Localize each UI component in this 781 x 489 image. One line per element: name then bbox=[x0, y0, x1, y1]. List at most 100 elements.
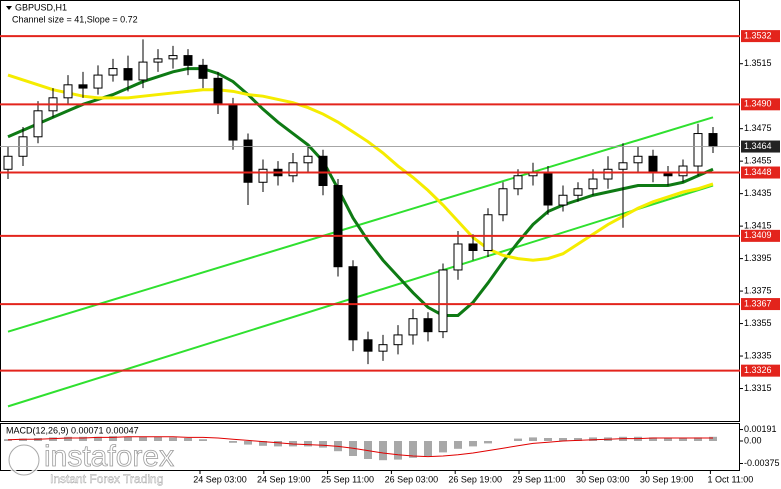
macd-bar bbox=[49, 437, 57, 441]
macd-bar bbox=[574, 438, 582, 441]
x-tick-label: 24 Sep 03:00 bbox=[193, 474, 247, 484]
logo-outline bbox=[8, 444, 40, 476]
moving-average bbox=[7, 67, 714, 317]
candle-body bbox=[63, 84, 73, 99]
macd-bar bbox=[304, 441, 312, 447]
level-tag bbox=[741, 298, 780, 311]
candle-body bbox=[693, 133, 703, 167]
candle-body bbox=[648, 155, 658, 174]
x-tick-label: 30 Sep 19:00 bbox=[640, 474, 694, 484]
macd-bar bbox=[109, 436, 117, 441]
macd-panel bbox=[0, 423, 740, 471]
y-tick-label: 1.3475 bbox=[744, 123, 772, 133]
macd-bar bbox=[139, 436, 147, 441]
candle-body bbox=[438, 269, 448, 333]
macd-bar bbox=[439, 441, 447, 453]
chart-subtitle: Channel size = 41,Slope = 0.72 bbox=[12, 14, 138, 24]
main-panel bbox=[0, 0, 740, 422]
watermark: instaforex Instant Forex Trading bbox=[7, 440, 174, 486]
candle-body bbox=[243, 139, 253, 183]
candle-body bbox=[183, 55, 193, 66]
macd-bar bbox=[589, 437, 597, 441]
candle-body bbox=[708, 133, 718, 148]
macd-bar bbox=[199, 439, 207, 441]
macd-bar bbox=[79, 436, 87, 441]
macd-bar bbox=[244, 441, 252, 445]
candle-body bbox=[498, 188, 508, 216]
candle-body bbox=[93, 74, 103, 89]
macd-bar bbox=[709, 436, 717, 441]
x-tick-label: 26 Sep 03:00 bbox=[385, 474, 439, 484]
macd-y-tick-label: 0.00191 bbox=[744, 424, 777, 434]
y-tick-label: 1.3415 bbox=[744, 220, 772, 230]
x-tick-label: 24 Sep 19:00 bbox=[257, 474, 311, 484]
macd-bar bbox=[514, 438, 522, 441]
candle-body bbox=[468, 243, 478, 251]
candle-body bbox=[603, 168, 613, 180]
candle-body bbox=[168, 55, 178, 60]
candle-body bbox=[288, 162, 298, 177]
macd-bar bbox=[544, 438, 552, 441]
last-price-tag bbox=[741, 140, 780, 153]
candle-body bbox=[318, 155, 328, 187]
candle-body bbox=[588, 178, 598, 190]
macd-bar bbox=[664, 438, 672, 441]
x-tick-label: 29 Sep 11:00 bbox=[513, 474, 566, 484]
macd-bar bbox=[124, 436, 132, 441]
macd-bar bbox=[409, 441, 417, 458]
level-tag bbox=[741, 98, 780, 111]
y-tick-label: 1.3515 bbox=[744, 58, 772, 68]
level-label: 1.3448 bbox=[744, 167, 772, 177]
candle-body bbox=[543, 172, 553, 206]
macd-bar bbox=[469, 441, 477, 447]
macd-bar bbox=[184, 438, 192, 441]
candle-body bbox=[228, 103, 238, 141]
x-tick-label: 30 Sep 03:00 bbox=[576, 474, 630, 484]
macd-signal bbox=[7, 436, 713, 458]
candle-body bbox=[153, 58, 163, 63]
candle-body bbox=[378, 344, 388, 352]
candle-body bbox=[198, 64, 208, 79]
channel-line bbox=[7, 184, 714, 408]
candle-body bbox=[138, 61, 148, 81]
candle-body bbox=[333, 185, 343, 268]
macd-bar bbox=[679, 438, 687, 441]
macd-y-tick-label: -0.00375 bbox=[744, 458, 780, 468]
channel-line bbox=[7, 116, 714, 333]
candle-body bbox=[393, 334, 403, 346]
macd-bar bbox=[694, 437, 702, 441]
macd-bar bbox=[529, 437, 537, 441]
macd-bar bbox=[19, 438, 27, 441]
level-tag bbox=[741, 364, 780, 377]
macd-bar bbox=[169, 437, 177, 441]
level-label: 1.3532 bbox=[744, 30, 772, 40]
macd-bar bbox=[484, 441, 492, 444]
candle-body bbox=[423, 318, 433, 333]
level-label: 1.3367 bbox=[744, 298, 772, 308]
plot-area bbox=[3, 39, 718, 408]
candle-body bbox=[573, 188, 583, 196]
chart-title: GBPUSD,H1 bbox=[15, 2, 67, 12]
macd-bar bbox=[154, 436, 162, 441]
level-label: 1.3490 bbox=[744, 99, 772, 109]
macd-bar bbox=[394, 441, 402, 460]
macd-bar bbox=[559, 438, 567, 441]
candle-body bbox=[363, 339, 373, 352]
macd-bar bbox=[424, 441, 432, 456]
macd-y-tick-label: 0.00 bbox=[744, 435, 762, 445]
last-price-label: 1.3464 bbox=[744, 141, 772, 151]
macd-bar bbox=[274, 441, 282, 447]
macd-bar bbox=[229, 441, 237, 443]
macd-bar bbox=[4, 439, 12, 441]
y-tick-label: 1.3315 bbox=[744, 383, 772, 393]
level-tag bbox=[741, 166, 780, 179]
moving-average bbox=[7, 73, 714, 262]
y-tick-label: 1.3375 bbox=[744, 285, 772, 295]
macd-bar bbox=[319, 441, 327, 448]
x-tick-label: 26 Sep 19:00 bbox=[448, 474, 502, 484]
y-tick-label: 1.3335 bbox=[744, 350, 772, 360]
y-tick-label: 1.3435 bbox=[744, 188, 772, 198]
menu-arrow bbox=[6, 6, 12, 10]
macd-bar bbox=[94, 436, 102, 441]
